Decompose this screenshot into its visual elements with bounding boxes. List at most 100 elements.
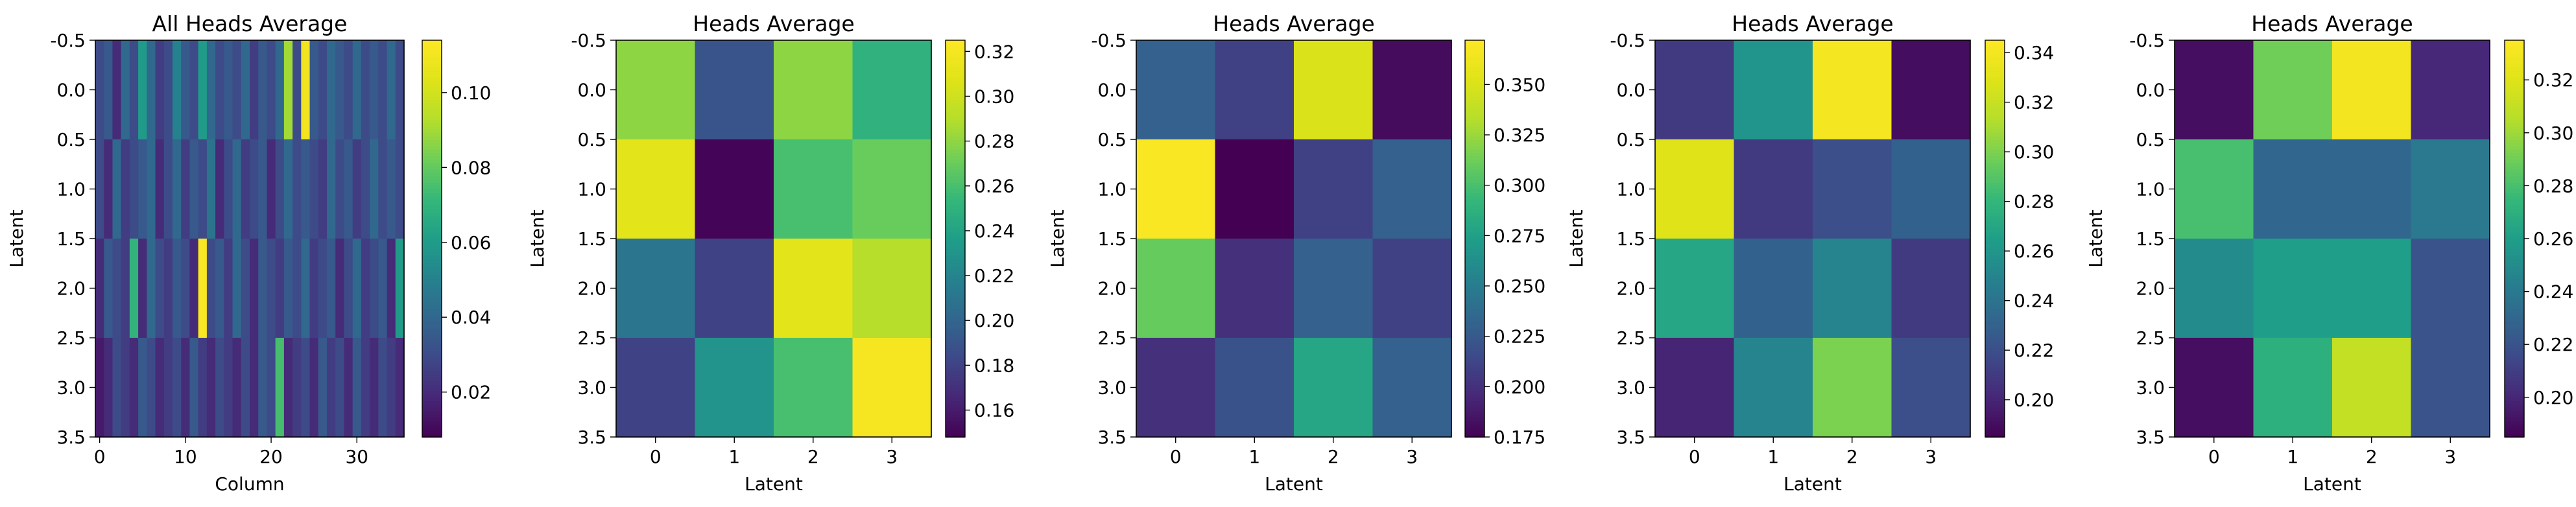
heatmap-cell-r0-c19 <box>258 40 268 140</box>
colorbar-segment <box>1465 209 1485 213</box>
heatmap-cell-r2-c0 <box>2175 239 2254 338</box>
heatmap-cell-r0-c27 <box>327 40 336 140</box>
colorbar-segment <box>2505 156 2524 160</box>
colorbar-segment <box>1465 364 1485 368</box>
colorbar-segment <box>2505 331 2524 335</box>
y-tick-label: 0.5 <box>1097 129 1127 150</box>
colorbar-frame <box>422 40 442 438</box>
colorbar-segment <box>422 93 442 97</box>
heatmap-cell-r1-c32 <box>370 139 379 239</box>
x-tick-label: 0 <box>2208 446 2220 467</box>
colorbar-segment <box>1465 344 1485 349</box>
colorbar-segment <box>2505 427 2524 431</box>
colorbar-segment <box>1985 218 2005 223</box>
colorbar-segment <box>1985 195 2005 200</box>
colorbar-segment <box>1465 407 1485 411</box>
colorbar-segment <box>422 202 442 206</box>
colorbar-segment <box>1985 367 2005 371</box>
colorbar-segment <box>2505 324 2524 329</box>
colorbar-segment <box>2505 129 2524 134</box>
colorbar-segment <box>2505 152 2524 157</box>
colorbar-segment <box>1465 291 1485 296</box>
colorbar-segment <box>1465 301 1485 305</box>
heatmap-cell-r1-c1 <box>695 139 774 239</box>
colorbar-segment <box>1985 397 2005 401</box>
heatmap-cell-r3-c6 <box>147 338 156 438</box>
heatmap-cell-r3-c35 <box>395 338 405 438</box>
colorbar-segment <box>946 119 965 124</box>
colorbar-segment <box>946 47 965 51</box>
colorbar-segment <box>946 222 965 226</box>
colorbar-segment <box>2505 116 2524 121</box>
colorbar-segment <box>422 414 442 418</box>
heatmap-cell-r1-c30 <box>352 139 362 239</box>
colorbar-tick-label: 0.24 <box>2014 290 2054 312</box>
heatmap-cell-r0-c2 <box>2332 40 2412 140</box>
y-tick-label: 0.0 <box>56 80 86 101</box>
heatmap-cell-r2-c14 <box>215 239 224 338</box>
heatmap-cell-r2-c0 <box>616 239 696 338</box>
colorbar-segment <box>1465 149 1485 154</box>
heatmap-cell-r1-c11 <box>189 139 199 239</box>
colorbar-segment <box>2505 215 2524 220</box>
colorbar-segment <box>1985 288 2005 292</box>
colorbar-segment <box>1985 423 2005 428</box>
colorbar-tick-label: 0.30 <box>2014 141 2054 163</box>
x-tick-label: 2 <box>2366 446 2378 467</box>
colorbar-tick-label: 0.08 <box>451 157 491 178</box>
colorbar-segment <box>2505 218 2524 223</box>
heatmap-cell-r1-c1 <box>104 139 113 239</box>
heatmap-cell-r2-c2 <box>1813 239 1892 338</box>
colorbar-segment <box>2505 354 2524 359</box>
colorbar-segment <box>1465 261 1485 266</box>
colorbar-segment <box>1465 423 1485 428</box>
colorbar-segment <box>946 404 965 408</box>
heatmap-cell-r3-c34 <box>387 338 396 438</box>
colorbar-segment <box>2505 407 2524 411</box>
heatmap-cell-r3-c3 <box>1891 338 1971 438</box>
colorbar-segment <box>422 228 442 233</box>
colorbar-segment <box>422 110 442 113</box>
heatmap-cell-r2-c6 <box>147 239 156 338</box>
colorbar-segment <box>422 242 442 246</box>
heatmap-cell-r0-c4 <box>129 40 139 140</box>
colorbar-segment <box>2505 189 2524 193</box>
colorbar-segment <box>422 132 442 137</box>
heatmap-cell-r0-c0 <box>1655 40 1735 140</box>
colorbar-segment <box>422 99 442 104</box>
colorbar-segment <box>422 394 442 398</box>
colorbar-segment <box>1465 390 1485 395</box>
heatmap-cell-r2-c0 <box>1136 239 1216 338</box>
colorbar-segment <box>946 89 965 94</box>
colorbar-segment <box>946 423 965 428</box>
heatmap-cell-r0-c17 <box>241 40 250 140</box>
colorbar-segment <box>422 80 442 84</box>
heatmap-cell-r1-c2 <box>1294 139 1374 239</box>
colorbar-segment <box>946 278 965 283</box>
y-tick-label: 3.5 <box>577 427 606 448</box>
colorbar-segment <box>2505 165 2524 170</box>
colorbar-segment <box>1985 430 2005 434</box>
colorbar-segment <box>1465 123 1485 127</box>
colorbar-segment <box>946 308 965 312</box>
y-tick-label: 1.5 <box>577 228 606 250</box>
colorbar-segment <box>1465 222 1485 226</box>
colorbar-segment <box>2505 278 2524 283</box>
heatmap-cell-r2-c16 <box>232 239 242 338</box>
colorbar-segment <box>2505 404 2524 408</box>
colorbar-segment <box>1465 53 1485 58</box>
heatmap-cell-r3-c1 <box>2253 338 2333 438</box>
colorbar-segment <box>1465 414 1485 418</box>
colorbar-segment <box>2505 371 2524 375</box>
y-tick-label: 2.5 <box>1616 327 1645 349</box>
y-axis-label: Latent <box>2085 209 2106 268</box>
colorbar-tick-label: 0.20 <box>974 310 1014 331</box>
heatmap-cell-r1-c28 <box>335 139 345 239</box>
x-tick-label: 1 <box>728 446 740 467</box>
colorbar-segment <box>1465 159 1485 163</box>
heatmap-panel-5: Heads Average -0.5 0.0 0.5 1.0 1.5 2.0 2.5 3.0 3.… <box>2085 11 2573 495</box>
heatmap-cell-r1-c19 <box>258 139 268 239</box>
colorbar-segment <box>946 311 965 316</box>
colorbar-segment <box>1985 169 2005 173</box>
colorbar-segment <box>1985 165 2005 170</box>
